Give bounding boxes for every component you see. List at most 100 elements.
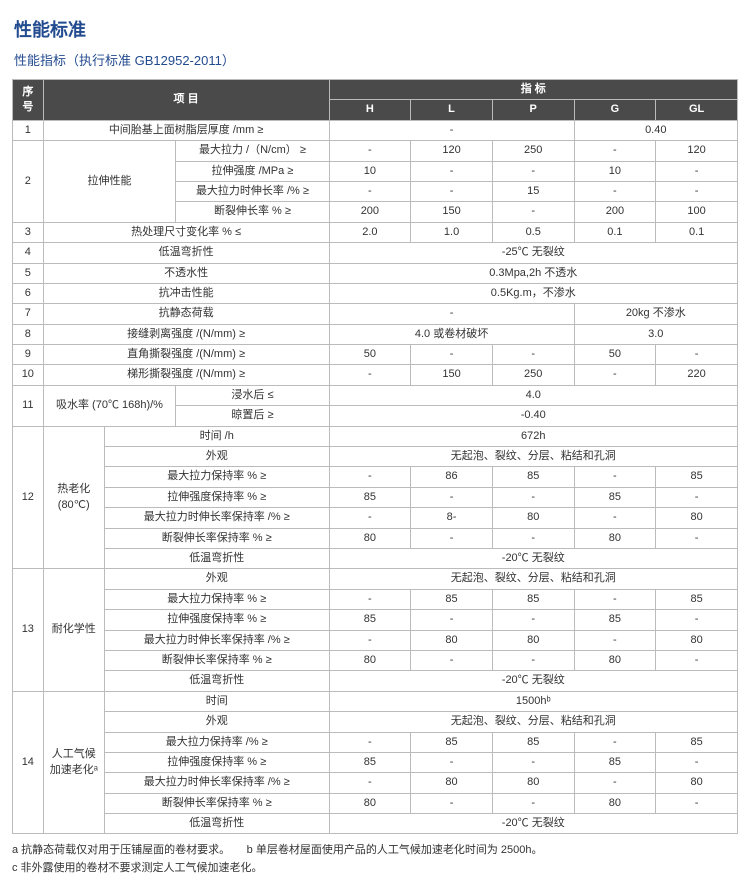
cell-value: - [329,467,411,487]
cell-value: 120 [411,141,493,161]
cell-value: - [656,181,738,201]
cell-value: 0.5Kg.m，不渗水 [329,283,737,303]
cell-item: 低温弯折性 [104,548,329,568]
table-row: 最大拉力时伸长率保持率 /% ≥-8080-80 [13,630,738,650]
cell-value: - [411,487,493,507]
table-row: 13耐化学性外观无起泡、裂纹、分层、粘结和孔洞 [13,569,738,589]
cell-item: 外观 [104,569,329,589]
table-row: 1中间胎基上面树脂层厚度 /mm ≥-0.40 [13,120,738,140]
cell-value: - [411,181,493,201]
table-row: 低温弯折性-20℃ 无裂纹 [13,548,738,568]
cell-seq: 12 [13,426,44,569]
cell-item: 抗静态荷载 [43,304,329,324]
cell-value: 0.5 [492,222,574,242]
table-row: 2拉伸性能最大拉力 /（N/cm） ≥-120250-120 [13,141,738,161]
cell-value: 80 [411,630,493,650]
table-row: 断裂伸长率保持率 % ≥80--80- [13,528,738,548]
cell-value: 4.0 或卷材破坏 [329,324,574,344]
cell-seq: 7 [13,304,44,324]
cell-value: - [574,365,656,385]
cell-value: - [574,467,656,487]
col-item: 项 目 [43,80,329,121]
cell-value: - [656,793,738,813]
cell-item: 最大拉力时伸长率 /% ≥ [176,181,329,201]
cell-item: 断裂伸长率保持率 % ≥ [104,528,329,548]
cell-item: 热处理尺寸变化率 % ≤ [43,222,329,242]
cell-value: 85 [492,732,574,752]
cell-item: 拉伸强度保持率 % ≥ [104,610,329,630]
cell-item: 时间 [104,691,329,711]
cell-value: 8- [411,508,493,528]
cell-value: - [492,345,574,365]
cell-value: - [411,752,493,772]
cell-value: - [411,610,493,630]
table-row: 最大拉力保持率 % ≥-8585-85 [13,589,738,609]
cell-item: 梯形撕裂强度 /(N/mm) ≥ [43,365,329,385]
cell-value: -20℃ 无裂纹 [329,548,737,568]
cell-value: - [492,752,574,772]
cell-value: - [329,630,411,650]
cell-value: 0.40 [574,120,737,140]
cell-group: 耐化学性 [43,569,104,691]
cell-value: 4.0 [329,385,737,405]
cell-item: 最大拉力保持率 % ≥ [104,589,329,609]
cell-value: -20℃ 无裂纹 [329,814,737,834]
cell-value: 85 [656,467,738,487]
cell-item: 低温弯折性 [43,243,329,263]
cell-value: 1500hᵇ [329,691,737,711]
cell-value: - [492,161,574,181]
cell-value: 10 [329,161,411,181]
cell-item: 中间胎基上面树脂层厚度 /mm ≥ [43,120,329,140]
table-row: 最大拉力保持率 /% ≥-8585-85 [13,732,738,752]
cell-value: 80 [574,650,656,670]
cell-item: 不透水性 [43,263,329,283]
col-P: P [492,100,574,120]
cell-value: 85 [656,589,738,609]
cell-item: 晾置后 ≥ [176,406,329,426]
cell-value: - [656,161,738,181]
table-row: 11吸水率 (70℃ 168h)/%浸水后 ≤4.0 [13,385,738,405]
cell-item: 拉伸强度保持率 % ≥ [104,487,329,507]
cell-value: 无起泡、裂纹、分层、粘结和孔洞 [329,712,737,732]
cell-value: - [574,181,656,201]
cell-value: - [656,752,738,772]
cell-value: - [492,650,574,670]
cell-value: 0.1 [574,222,656,242]
cell-item: 拉伸强度 /MPa ≥ [176,161,329,181]
table-row: 14人工气候加速老化ᵃ时间1500hᵇ [13,691,738,711]
cell-value: 85 [574,610,656,630]
cell-item: 最大拉力时伸长率保持率 /% ≥ [104,630,329,650]
cell-value: - [574,141,656,161]
cell-value: - [329,732,411,752]
cell-item: 外观 [104,712,329,732]
cell-value: - [574,773,656,793]
cell-value: 85 [574,487,656,507]
cell-item: 低温弯折性 [104,671,329,691]
cell-value: 100 [656,202,738,222]
cell-value: 250 [492,365,574,385]
cell-value: 3.0 [574,324,737,344]
cell-seq: 10 [13,365,44,385]
cell-value: 85 [492,589,574,609]
cell-value: 无起泡、裂纹、分层、粘结和孔洞 [329,569,737,589]
cell-value: 86 [411,467,493,487]
col-G: G [574,100,656,120]
col-indicator: 指 标 [329,80,737,100]
cell-value: 150 [411,202,493,222]
cell-value: 120 [656,141,738,161]
cell-value: 80 [492,773,574,793]
cell-value: - [411,161,493,181]
col-L: L [411,100,493,120]
table-row: 7抗静态荷载-20kg 不渗水 [13,304,738,324]
table-row: 拉伸强度保持率 % ≥85--85- [13,487,738,507]
cell-value: 85 [574,752,656,772]
cell-value: 无起泡、裂纹、分层、粘结和孔洞 [329,447,737,467]
table-row: 外观无起泡、裂纹、分层、粘结和孔洞 [13,447,738,467]
cell-value: - [656,345,738,365]
cell-seq: 9 [13,345,44,365]
table-row: 4低温弯折性-25℃ 无裂纹 [13,243,738,263]
cell-seq: 14 [13,691,44,834]
cell-item: 断裂伸长率 % ≥ [176,202,329,222]
cell-value: 80 [329,528,411,548]
cell-value: - [411,650,493,670]
